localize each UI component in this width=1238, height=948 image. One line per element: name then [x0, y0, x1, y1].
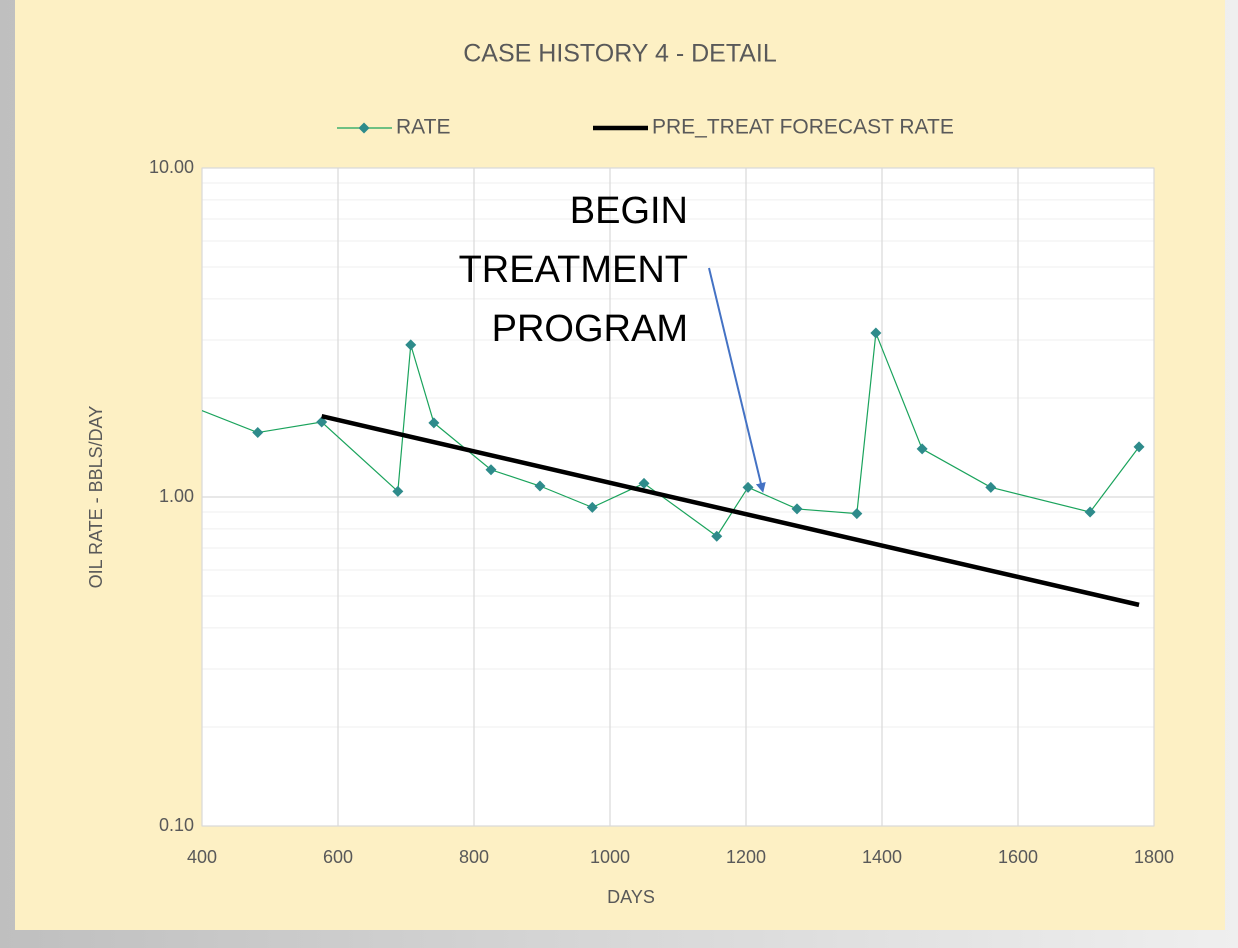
data-point	[791, 503, 803, 515]
data-point	[1084, 506, 1096, 518]
x-tick-label: 1600	[998, 847, 1038, 867]
annotation: BEGIN TREATMENT PROGRAM	[459, 190, 688, 350]
y-axis-label: OIL RATE - BBLS/DAY	[86, 406, 106, 589]
data-point	[586, 501, 598, 513]
data-point	[638, 477, 650, 489]
series-line	[321, 414, 1140, 608]
data-point	[1133, 441, 1145, 453]
data-point	[392, 485, 404, 497]
plot-border	[201, 167, 1155, 827]
data-point	[742, 481, 754, 493]
x-tick-label: 600	[323, 847, 353, 867]
legend-label: RATE	[396, 116, 450, 139]
data-point	[851, 508, 863, 520]
data-point	[405, 339, 417, 351]
y-tick-label: 1.00	[159, 486, 194, 506]
chart-title: CASE HISTORY 4 - DETAIL	[463, 40, 777, 68]
x-axis-label: DAYS	[607, 887, 655, 907]
data-point	[985, 481, 997, 493]
y-tick-label: 10.00	[149, 157, 194, 177]
data-point	[870, 327, 882, 339]
legend-marker	[358, 122, 370, 134]
legend-label: PRE_TREAT FORECAST RATE	[652, 116, 954, 139]
data-point	[316, 416, 328, 428]
data-point	[534, 480, 546, 492]
x-tick-label: 1800	[1134, 847, 1174, 867]
data-point	[711, 530, 723, 542]
data-point	[916, 443, 928, 455]
x-tick-label: 1200	[726, 847, 766, 867]
y-tick-label: 0.10	[159, 815, 194, 835]
x-tick-label: 1000	[590, 847, 630, 867]
data-point	[428, 417, 440, 429]
x-tick-label: 1400	[862, 847, 902, 867]
x-tick-label: 800	[459, 847, 489, 867]
data-point	[252, 427, 264, 439]
x-tick-label: 400	[187, 847, 217, 867]
series-layer	[202, 327, 1145, 608]
annotation-arrow	[708, 267, 766, 493]
data-point	[485, 464, 497, 476]
